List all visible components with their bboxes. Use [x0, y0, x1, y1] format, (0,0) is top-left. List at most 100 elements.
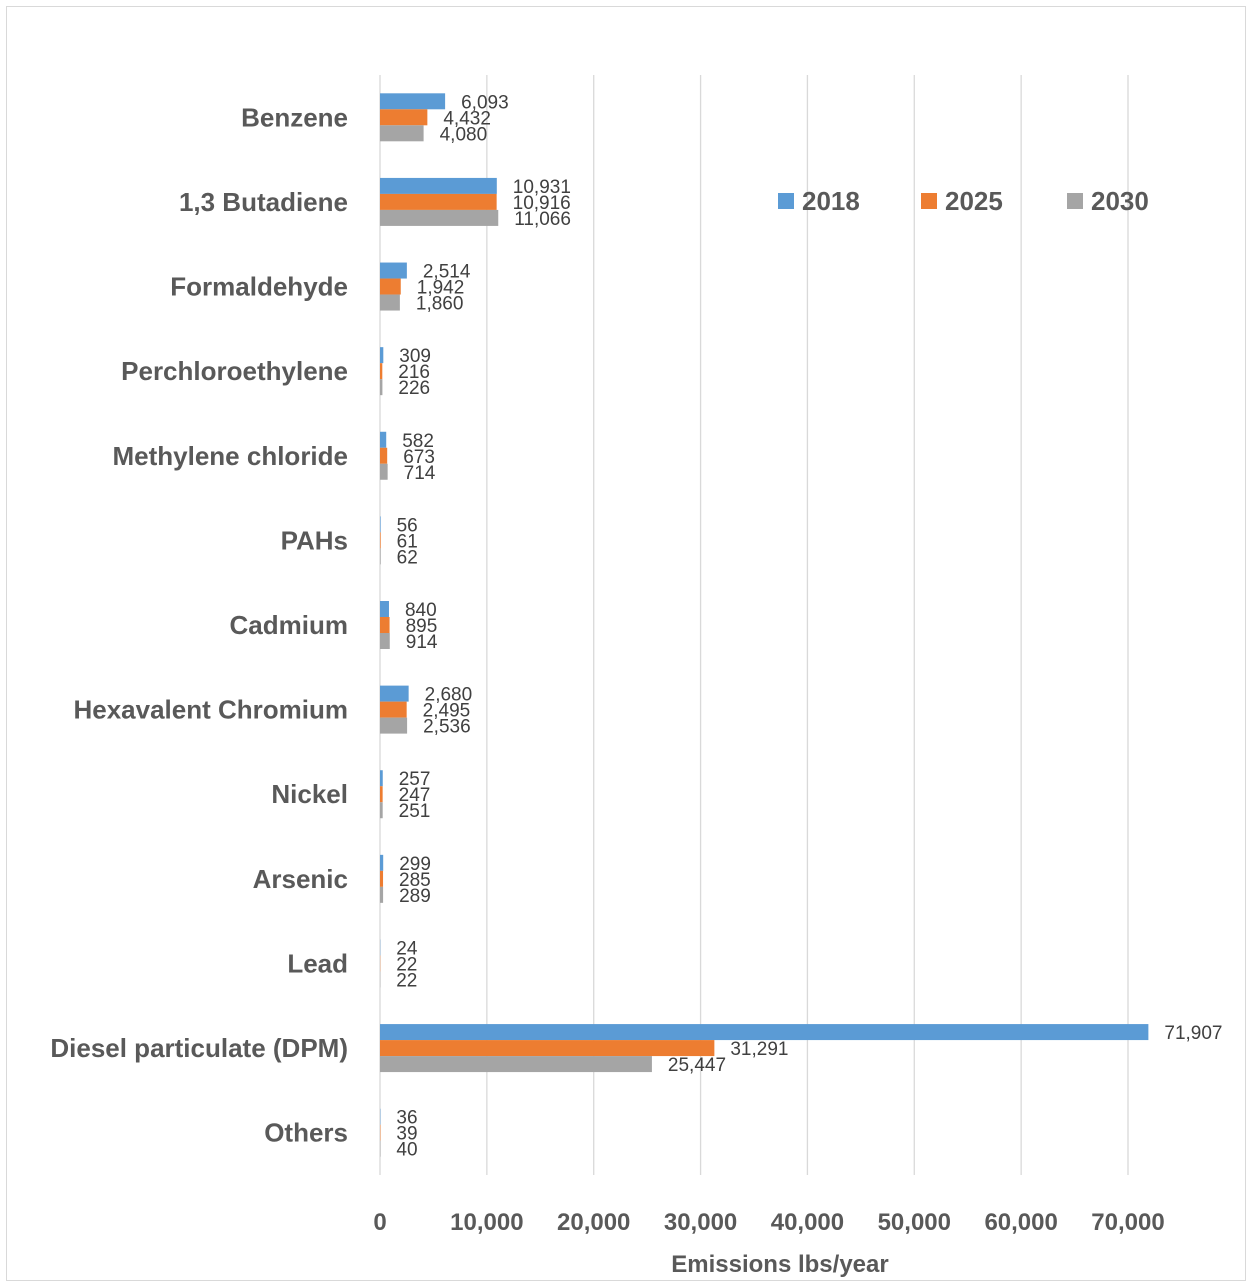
bar-2030 [380, 548, 381, 565]
category-label: Diesel particulate (DPM) [50, 1033, 348, 1063]
legend-swatch [1067, 193, 1083, 209]
data-label: 285 [399, 870, 431, 891]
bar-2025 [380, 109, 428, 126]
bar-2030 [380, 379, 383, 396]
x-tick-label: 20,000 [557, 1209, 630, 1236]
legend-label: 2018 [802, 186, 860, 216]
data-label: 289 [399, 886, 431, 907]
data-label: 1,942 [417, 278, 465, 299]
data-label: 40 [396, 1140, 417, 1161]
bar-2018 [380, 177, 497, 194]
data-label: 71,907 [1164, 1023, 1222, 1044]
data-label: 2,680 [425, 685, 473, 706]
bar-2030 [380, 633, 390, 649]
category-label: Nickel [271, 779, 348, 809]
bar-2030 [380, 802, 383, 819]
data-label: 6,093 [461, 92, 509, 113]
category-label: Formaldehyde [170, 272, 348, 302]
category-label: 1,3 Butadiene [179, 187, 348, 217]
bar-2018 [380, 262, 407, 279]
bar-2025 [380, 363, 383, 380]
data-label: 4,432 [443, 108, 491, 129]
bar-2025 [380, 193, 497, 210]
data-label: 1,860 [416, 294, 464, 315]
legend-swatch [778, 193, 794, 209]
category-label: Cadmium [230, 610, 348, 640]
bar-2018 [380, 770, 383, 787]
data-label: 2,495 [423, 701, 471, 722]
bar-2018 [380, 685, 409, 702]
bar-2025 [380, 870, 384, 887]
bar-2025 [380, 701, 407, 718]
data-label: 914 [406, 632, 438, 653]
data-label: 31,291 [730, 1039, 788, 1060]
data-label: 309 [399, 346, 431, 367]
data-label: 39 [396, 1124, 417, 1145]
category-axis: Benzene 1,3 Butadiene Formaldehyde Perchlor… [50, 102, 348, 1147]
data-label: 24 [396, 938, 418, 959]
bar-2025 [380, 447, 388, 464]
data-label: 22 [396, 954, 417, 975]
data-label: 247 [399, 785, 431, 806]
data-label: 22 [396, 970, 417, 991]
data-label: 10,916 [513, 193, 571, 214]
data-label: 673 [403, 447, 435, 468]
data-label: 251 [399, 801, 431, 822]
data-label: 714 [404, 463, 436, 484]
data-label: 2,514 [423, 262, 471, 283]
bar-2030 [380, 463, 388, 480]
bar-2025 [380, 532, 381, 549]
data-label: 840 [405, 600, 437, 621]
legend-label: 2030 [1091, 186, 1149, 216]
x-tick-label: 10,000 [450, 1209, 523, 1236]
x-tick-label: 0 [373, 1209, 386, 1236]
bar-2030 [380, 294, 400, 311]
category-label: Others [264, 1118, 348, 1148]
category-label: Hexavalent Chromium [73, 695, 348, 725]
x-tick-label: 70,000 [1091, 1209, 1164, 1236]
bar-2030 [380, 1056, 652, 1073]
data-label: 62 [397, 547, 418, 568]
data-label: 36 [396, 1108, 417, 1129]
data-label: 299 [399, 854, 431, 875]
bar-2018 [380, 1024, 1149, 1041]
legend-swatch [921, 193, 937, 209]
value-axis: 0 10,000 20,000 30,000 40,000 50,000 60,000 70,… [373, 1209, 1164, 1236]
data-label: 2,536 [423, 717, 471, 738]
bar-2018 [380, 516, 381, 533]
bar-2025 [380, 617, 390, 633]
category-label: Methylene chloride [113, 441, 349, 471]
category-label: Benzene [241, 102, 348, 132]
bar-2018 [380, 854, 384, 871]
bar-2018 [380, 347, 384, 364]
bar-2018 [380, 601, 389, 617]
bar-2018 [380, 431, 387, 448]
data-label: 582 [402, 431, 434, 452]
bar-2025 [380, 1040, 715, 1057]
x-tick-label: 50,000 [878, 1209, 951, 1236]
data-label: 226 [398, 378, 430, 399]
category-label: Perchloroethylene [121, 356, 348, 386]
data-label: 4,080 [440, 124, 488, 145]
data-label: 61 [397, 531, 418, 552]
data-label: 11,066 [514, 209, 571, 230]
x-tick-label: 40,000 [771, 1209, 844, 1236]
bar-2030 [380, 886, 384, 903]
bar-2025 [380, 278, 401, 295]
bar-2030 [380, 125, 424, 142]
bar-2025 [380, 786, 383, 803]
data-label: 216 [398, 362, 430, 383]
data-labels: 6,0934,4324,08010,93110,91611,0662,5141,… [396, 92, 1222, 1160]
category-label: PAHs [281, 525, 348, 555]
x-tick-label: 30,000 [664, 1209, 737, 1236]
category-label: Lead [287, 948, 348, 978]
gridlines [379, 75, 1129, 1175]
category-label: Arsenic [253, 864, 348, 894]
bar-2030 [380, 209, 499, 226]
bars [380, 93, 1149, 1157]
bar-2030 [380, 717, 408, 734]
legend: 2018 2025 2030 [778, 186, 1149, 216]
data-label: 895 [406, 616, 438, 637]
data-label: 10,931 [513, 177, 571, 198]
